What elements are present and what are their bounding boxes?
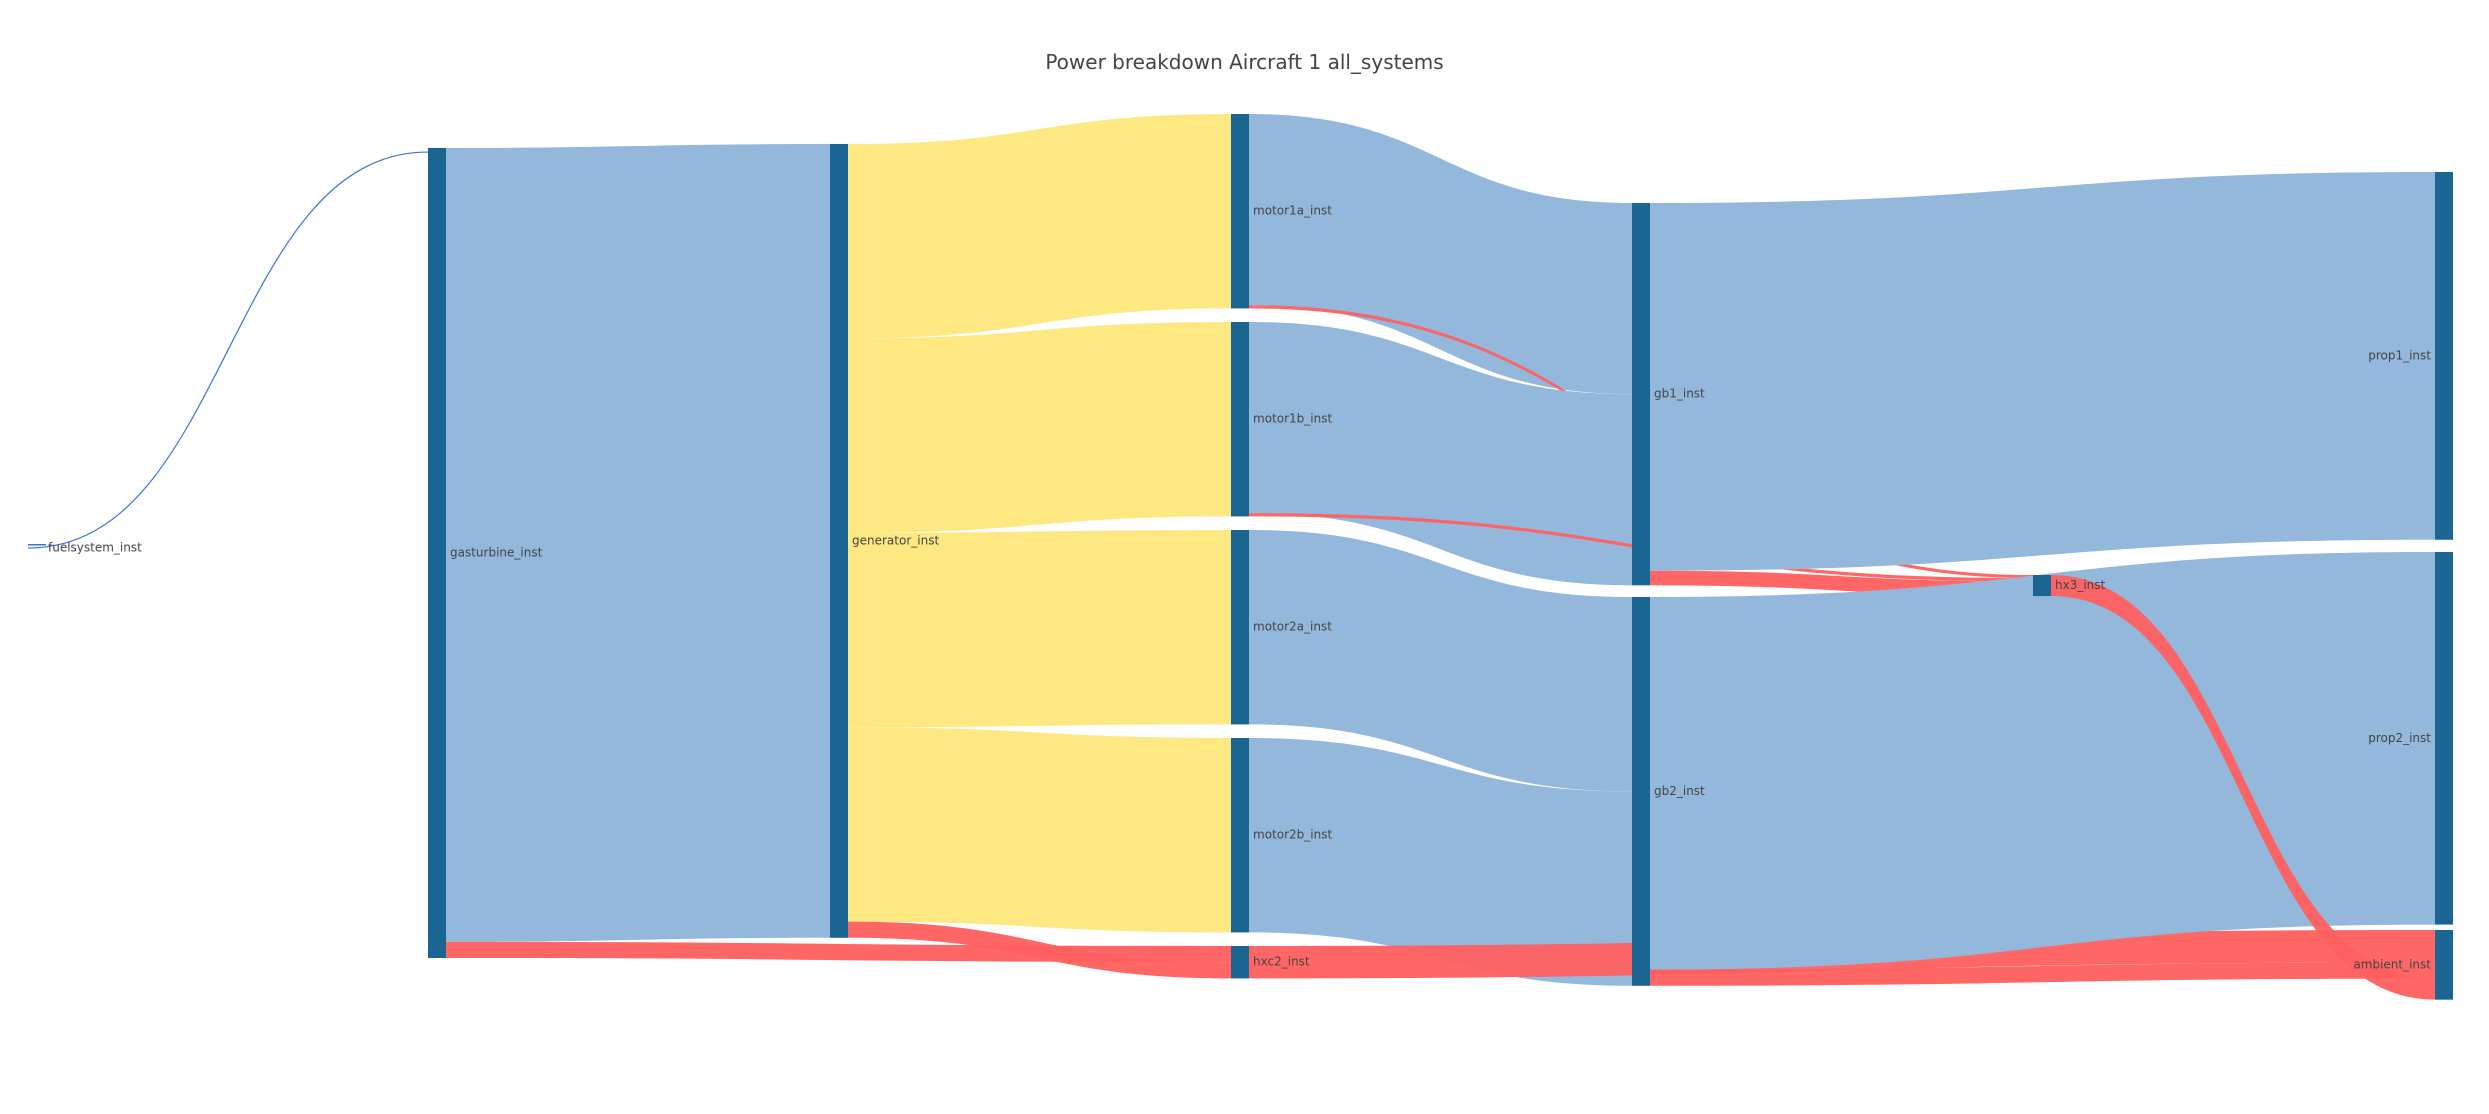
link-motor2b_inst-to-gb2_inst bbox=[1249, 738, 1632, 986]
link-motor1a_inst-to-gb1_inst bbox=[1249, 114, 1632, 395]
node-label-gasturbine_inst: gasturbine_inst bbox=[450, 546, 543, 560]
node-ambient_inst[interactable] bbox=[2435, 930, 2453, 1000]
sankey-labels: fuelsystem_inst gasturbine_inst generator_… bbox=[48, 204, 2431, 972]
node-label-generator_inst: generator_inst bbox=[852, 533, 939, 547]
link-fuelsystem_inst-to-gasturbine_inst bbox=[27, 151, 429, 549]
node-gb2_inst[interactable] bbox=[1632, 597, 1650, 986]
node-label-motor2a_inst: motor2a_inst bbox=[1253, 620, 1332, 634]
link-generator_inst-to-hxc2_inst bbox=[848, 921, 1231, 979]
node-label-hx3_inst: hx3_inst bbox=[2055, 578, 2106, 592]
node-hx3_inst[interactable] bbox=[2033, 575, 2051, 597]
node-gb1_inst[interactable] bbox=[1632, 203, 1650, 586]
link-gb2_inst-to-ambient_inst bbox=[1650, 962, 2435, 986]
link-generator_inst-to-motor2b_inst bbox=[848, 727, 1231, 933]
node-prop1_inst[interactable] bbox=[2435, 172, 2453, 540]
node-label-motor1a_inst: motor1a_inst bbox=[1253, 204, 1332, 218]
node-label-ambient_inst: ambient_inst bbox=[2353, 957, 2431, 971]
link-motor2a_inst-to-gb2_inst bbox=[1249, 530, 1632, 792]
node-gasturbine_inst[interactable] bbox=[428, 148, 446, 958]
node-motor1b_inst[interactable] bbox=[1231, 322, 1249, 517]
link-gasturbine_inst-to-generator_inst bbox=[446, 144, 830, 942]
node-label-prop1_inst: prop1_inst bbox=[2368, 348, 2431, 362]
link-gb1_inst-to-prop1_inst bbox=[1650, 172, 2435, 571]
node-label-prop2_inst: prop2_inst bbox=[2368, 731, 2431, 745]
link-generator_inst-to-motor1b_inst bbox=[848, 322, 1231, 533]
node-fuelsystem_inst[interactable] bbox=[28, 544, 46, 546]
sankey-links bbox=[27, 114, 2435, 1000]
link-motor1b_inst-to-gb1_inst bbox=[1249, 322, 1632, 586]
node-motor2a_inst[interactable] bbox=[1231, 530, 1249, 725]
chart-title: Power breakdown Aircraft 1 all_systems bbox=[1045, 50, 1444, 74]
link-generator_inst-to-motor2a_inst bbox=[848, 530, 1231, 728]
node-label-motor1b_inst: motor1b_inst bbox=[1253, 412, 1332, 426]
node-label-fuelsystem_inst: fuelsystem_inst bbox=[48, 541, 142, 555]
node-generator_inst[interactable] bbox=[830, 144, 848, 938]
node-label-motor2b_inst: motor2b_inst bbox=[1253, 828, 1332, 842]
link-generator_inst-to-motor1a_inst bbox=[848, 114, 1231, 339]
node-label-hxc2_inst: hxc2_inst bbox=[1253, 955, 1310, 969]
node-label-gb2_inst: gb2_inst bbox=[1654, 784, 1705, 798]
link-hx3_inst-to-ambient_inst bbox=[2051, 575, 2435, 1000]
node-hxc2_inst[interactable] bbox=[1231, 946, 1249, 979]
node-label-gb1_inst: gb1_inst bbox=[1654, 387, 1705, 401]
sankey-nodes bbox=[28, 114, 2453, 1000]
node-motor2b_inst[interactable] bbox=[1231, 738, 1249, 933]
node-prop2_inst[interactable] bbox=[2435, 552, 2453, 925]
link-gb2_inst-to-prop2_inst bbox=[1650, 552, 2435, 970]
node-motor1a_inst[interactable] bbox=[1231, 114, 1249, 309]
